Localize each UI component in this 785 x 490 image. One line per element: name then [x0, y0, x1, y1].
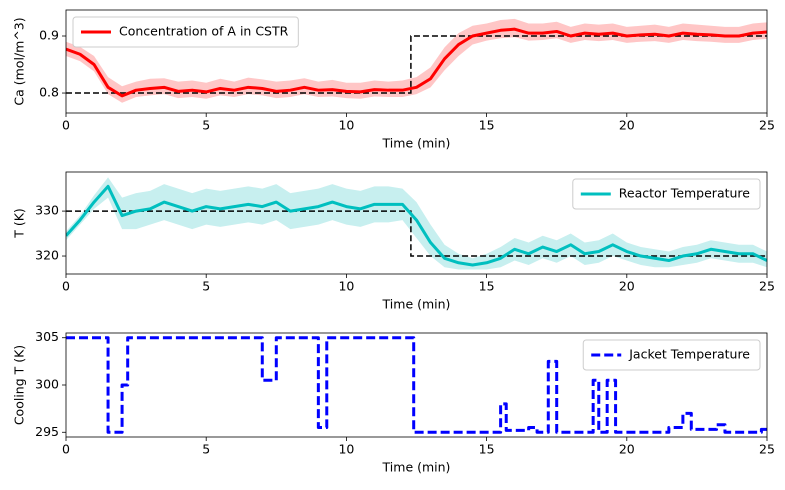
y-axis-label: T (K) [12, 208, 27, 239]
subplot: 0 5 10 15 20 25 320 330 Time (min) T (K) Reactor T… [12, 171, 775, 312]
x-tick-label: 15 [479, 279, 495, 294]
x-axis-label: Time (min) [382, 297, 451, 312]
x-tick-label: 15 [479, 442, 495, 457]
y-tick-label: 305 [35, 329, 59, 344]
y-tick-label: 330 [35, 203, 59, 218]
subplot: 0 5 10 15 20 25 0.8 0.9 Time (min) Ca (mol/m^3) Co… [12, 9, 775, 151]
x-tick-label: 5 [202, 279, 210, 294]
x-tick-label: 25 [759, 279, 775, 294]
x-tick-label: 0 [62, 118, 70, 133]
legend-box [572, 178, 761, 210]
legend: Reactor Temperature [572, 178, 761, 210]
setpoint-line [66, 210, 767, 257]
x-tick-label: 10 [338, 118, 354, 133]
y-tick-label: 0.8 [39, 85, 59, 100]
x-tick-label: 0 [62, 442, 70, 457]
x-tick-label: 20 [619, 442, 635, 457]
x-tick-label: 15 [479, 118, 495, 133]
x-tick-label: 20 [619, 279, 635, 294]
legend-box [582, 339, 761, 371]
x-tick-label: 25 [759, 442, 775, 457]
y-axis-label: Ca (mol/m^3) [12, 17, 27, 105]
plot-area [66, 336, 767, 434]
legend: Concentration of A in CSTR [72, 16, 299, 48]
data-line [66, 336, 767, 434]
x-tick-label: 20 [619, 118, 635, 133]
y-tick-label: 295 [35, 424, 59, 439]
confidence-band [66, 18, 767, 103]
x-axis-label: Time (min) [382, 460, 451, 475]
x-tick-label: 0 [62, 279, 70, 294]
setpoint-line [66, 35, 767, 94]
plot-area [66, 18, 767, 103]
axes-frame [65, 171, 768, 275]
y-tick-label: 0.9 [39, 28, 59, 43]
plot-area [66, 177, 767, 270]
legend-label: Jacket Temperature [628, 347, 750, 362]
x-tick-label: 5 [202, 118, 210, 133]
legend-box [72, 16, 299, 48]
x-axis-label: Time (min) [382, 136, 451, 151]
x-tick-label: 10 [338, 442, 354, 457]
data-line [66, 27, 767, 98]
axes-frame [65, 9, 768, 114]
y-tick-label: 320 [35, 248, 59, 263]
data-line [66, 184, 767, 267]
y-axis-label: Cooling T (K) [12, 345, 27, 425]
subplot: 0 5 10 15 20 25 295 300 305 Time (min) Cooling T (… [12, 329, 775, 474]
x-tick-label: 10 [338, 279, 354, 294]
x-tick-label: 5 [202, 442, 210, 457]
legend-label: Reactor Temperature [619, 186, 750, 201]
x-tick-label: 25 [759, 118, 775, 133]
legend-label: Concentration of A in CSTR [119, 24, 289, 39]
legend: Jacket Temperature [582, 339, 761, 371]
y-tick-label: 300 [35, 377, 59, 392]
confidence-band [66, 177, 767, 270]
